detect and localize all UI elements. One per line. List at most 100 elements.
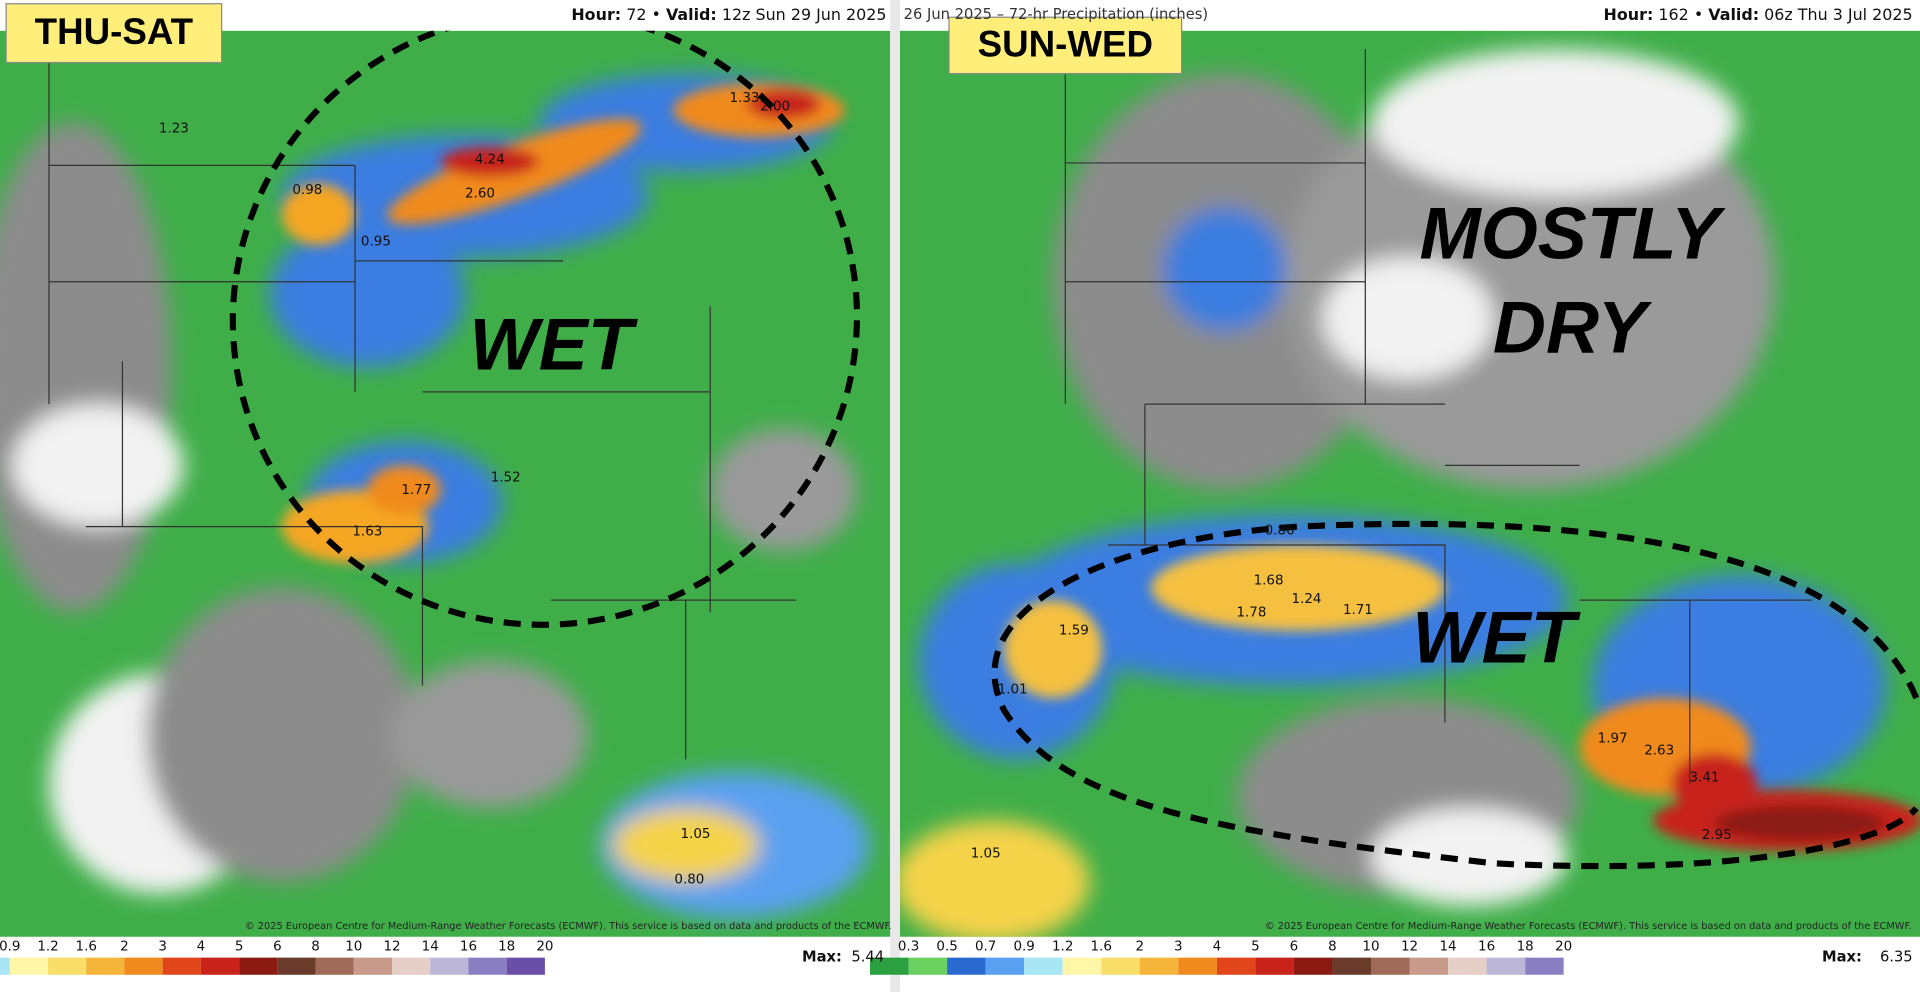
amount-label: 1.63 [352, 525, 382, 540]
colorbar-tick: 0.9 [0, 940, 20, 955]
headers: THU-SAT SUN-WED 26 Jun 2025 – 72-hr Prec… [5, 3, 1912, 932]
amount-label: 1.52 [491, 471, 521, 486]
amount-label: 1.24 [1292, 592, 1322, 607]
colorbar-swatch [124, 957, 163, 975]
colorbar-tick: 1.2 [1052, 940, 1073, 955]
header-part: Valid: [666, 4, 717, 23]
colorbar-swatch [162, 957, 201, 975]
header-part: 162 [1658, 4, 1688, 23]
header-part: 06z Thu 3 Jul 2025 [1764, 4, 1912, 23]
region-label: DRY [1493, 286, 1653, 369]
amount-label: 0.95 [361, 234, 391, 249]
colorbar-tick: 10 [1362, 940, 1379, 955]
colorbar-tick: 20 [536, 940, 553, 955]
amount-label: 2.00 [760, 100, 790, 115]
colorbar-swatch [1370, 957, 1410, 975]
colorbar-lead [870, 957, 909, 975]
amount-label: 1.77 [401, 483, 431, 498]
colorbar-tick: 2 [120, 940, 129, 955]
colorbar-tick: 14 [1440, 940, 1457, 955]
colorbar-swatch [277, 957, 316, 975]
colorbar-swatch [908, 957, 948, 975]
amount-label: 2.60 [465, 187, 495, 202]
colorbar-swatch [86, 957, 125, 975]
region-label: WET [1412, 595, 1581, 678]
colorbar-tick: 4 [1213, 940, 1222, 955]
colorbar-swatch [9, 957, 49, 975]
colorbar-tick: 0.3 [898, 940, 919, 955]
amount-label: 1.97 [1598, 731, 1628, 746]
max-label: Max: [1822, 949, 1862, 966]
colorbar-tick: 6 [1290, 940, 1299, 955]
header-part: Hour: [571, 4, 621, 23]
colorbar-swatch [1525, 957, 1564, 975]
colorbar-swatch [1332, 957, 1371, 975]
region-label: WET [469, 303, 638, 386]
colorbar-swatch [392, 957, 431, 975]
colorbar-swatch [947, 957, 986, 975]
colorbar-swatch [200, 957, 240, 975]
max-value: 5.44 [851, 949, 884, 966]
header-part: Valid: [1708, 4, 1759, 23]
colorbar-tick: 5 [1251, 940, 1260, 955]
amount-label: 0.98 [292, 183, 322, 198]
colorbar-swatch [1409, 957, 1449, 975]
colorbar-tick: 3 [158, 940, 167, 955]
header-valid: Hour: 162 • Valid: 06z Thu 3 Jul 2025 [1604, 4, 1913, 23]
colorbar-swatch [1255, 957, 1294, 975]
colorbar-swatch [430, 957, 469, 975]
colorbar-tick: 5 [235, 940, 244, 955]
colorbar-tick: 1.2 [37, 940, 58, 955]
colorbar-swatch [315, 957, 354, 975]
amount-label: 1.59 [1059, 624, 1089, 639]
colorbar-tick: 0.5 [936, 940, 957, 955]
header-part: Hour: [1604, 4, 1654, 23]
colorbar-tick: 2 [1136, 940, 1145, 955]
amount-label: 0.80 [674, 872, 704, 887]
colorbar-swatch [353, 957, 393, 975]
amount-label: 1.78 [1236, 605, 1266, 620]
colorbar-tick: 3 [1174, 940, 1183, 955]
amount-label: 0.86 [1265, 523, 1295, 538]
left-map [0, 30, 891, 937]
colorbar-swatch [468, 957, 507, 975]
colorbar-tick: 12 [383, 940, 400, 955]
period-label: THU-SAT [35, 11, 194, 52]
colorbar-swatch [1062, 957, 1102, 975]
colorbar-swatch [1178, 957, 1217, 975]
colorbar-tick: 0.9 [1013, 940, 1034, 955]
colorbar-swatch [1293, 957, 1333, 975]
colorbar-swatch [1448, 957, 1487, 975]
colorbar-swatch [48, 957, 87, 975]
header-part: 72 [626, 4, 646, 23]
amount-label: 2.95 [1702, 828, 1732, 843]
colorbar-swatch [985, 957, 1025, 975]
colorbar-tick: 8 [1328, 940, 1337, 955]
colorbar-tick: 16 [460, 940, 477, 955]
colorbar-tick: 16 [1478, 940, 1495, 955]
colorbar-tick: 6 [273, 940, 282, 955]
copyright: © 2025 European Centre for Medium-Range … [1265, 921, 1912, 932]
right-map [900, 30, 1920, 937]
colorbar-swatch [1486, 957, 1526, 975]
amount-label: 1.05 [681, 827, 711, 842]
colorbar-swatch [1024, 957, 1063, 975]
amount-label: 1.71 [1343, 603, 1373, 618]
amount-label: 1.33 [730, 91, 760, 106]
colorbar-tick: 10 [345, 940, 362, 955]
amount-label: 1.23 [159, 122, 189, 137]
copyright: © 2025 European Centre for Medium-Range … [245, 921, 892, 932]
colorbar-swatch [1216, 957, 1256, 975]
colorbar-tick: 12 [1401, 940, 1418, 955]
amount-label: 1.05 [971, 847, 1001, 862]
colorbar-tick: 8 [311, 940, 320, 955]
amount-label: 1.68 [1254, 573, 1284, 588]
max-label: Max: [802, 949, 842, 966]
amount-label: 2.63 [1644, 744, 1674, 759]
colorbar-tick: 14 [422, 940, 439, 955]
colorbar-lead [0, 957, 10, 975]
colorbar-tick: 1.6 [1091, 940, 1112, 955]
colorbar-swatch [506, 957, 545, 975]
colorbar-tick: 0.7 [975, 940, 996, 955]
